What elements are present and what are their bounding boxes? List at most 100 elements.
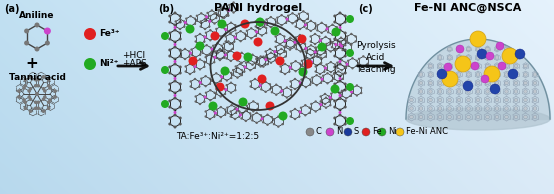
Circle shape [43, 95, 47, 99]
Circle shape [289, 66, 292, 69]
Circle shape [245, 57, 249, 60]
Circle shape [215, 12, 217, 14]
Circle shape [343, 66, 347, 68]
Circle shape [334, 31, 336, 35]
Circle shape [235, 37, 238, 40]
Circle shape [244, 37, 246, 40]
Circle shape [338, 94, 341, 97]
Circle shape [355, 35, 357, 38]
Circle shape [239, 63, 241, 65]
Circle shape [334, 117, 336, 120]
Circle shape [304, 114, 306, 116]
Circle shape [457, 81, 461, 85]
Circle shape [284, 50, 287, 53]
Circle shape [244, 32, 246, 35]
Circle shape [419, 90, 423, 93]
Circle shape [213, 22, 216, 25]
Circle shape [314, 52, 316, 54]
Circle shape [334, 48, 336, 51]
Circle shape [225, 79, 228, 82]
Circle shape [265, 23, 268, 26]
Circle shape [334, 15, 336, 17]
Circle shape [334, 82, 336, 86]
Circle shape [37, 100, 40, 104]
Circle shape [224, 108, 227, 111]
Circle shape [168, 55, 171, 57]
Circle shape [245, 59, 247, 61]
Circle shape [358, 63, 360, 65]
Circle shape [264, 58, 266, 60]
Circle shape [204, 18, 206, 20]
Circle shape [215, 28, 218, 30]
Circle shape [260, 117, 264, 120]
Circle shape [337, 80, 340, 83]
Circle shape [188, 50, 191, 53]
Circle shape [264, 81, 267, 83]
Circle shape [378, 128, 386, 136]
Circle shape [290, 85, 292, 88]
Circle shape [222, 72, 224, 74]
Circle shape [212, 45, 214, 47]
Text: (c): (c) [358, 4, 373, 14]
Circle shape [230, 104, 233, 106]
Circle shape [305, 57, 307, 60]
Circle shape [259, 18, 261, 20]
Circle shape [237, 76, 239, 79]
Circle shape [219, 75, 222, 77]
Circle shape [466, 47, 470, 51]
Circle shape [218, 14, 221, 17]
Circle shape [343, 31, 347, 35]
Circle shape [448, 90, 452, 93]
Circle shape [223, 43, 225, 45]
Circle shape [250, 27, 253, 29]
Circle shape [258, 74, 266, 83]
Circle shape [194, 46, 197, 48]
Circle shape [219, 106, 222, 108]
Circle shape [239, 98, 248, 107]
Circle shape [481, 75, 489, 83]
Circle shape [466, 115, 470, 119]
Circle shape [258, 58, 260, 60]
Text: C: C [316, 127, 322, 137]
Circle shape [173, 126, 177, 128]
Circle shape [309, 48, 311, 50]
Circle shape [341, 44, 343, 46]
Circle shape [29, 87, 32, 91]
Circle shape [356, 65, 358, 67]
Circle shape [476, 73, 480, 76]
Circle shape [168, 21, 171, 23]
Circle shape [53, 95, 57, 99]
Circle shape [320, 104, 323, 107]
Circle shape [270, 27, 280, 36]
Circle shape [262, 121, 264, 123]
Text: Ni²⁺: Ni²⁺ [99, 60, 119, 68]
Circle shape [237, 9, 239, 11]
Circle shape [438, 64, 442, 68]
Circle shape [315, 70, 317, 73]
Circle shape [260, 114, 262, 117]
Circle shape [199, 93, 201, 95]
Circle shape [186, 24, 194, 34]
Circle shape [229, 115, 232, 118]
Circle shape [289, 48, 291, 51]
Circle shape [335, 90, 337, 92]
Circle shape [204, 61, 207, 63]
Circle shape [343, 82, 347, 86]
Text: PANI hydrogel: PANI hydrogel [214, 3, 302, 13]
Circle shape [194, 66, 197, 68]
Circle shape [338, 96, 341, 100]
Circle shape [276, 22, 279, 24]
Text: Fe-NI ANC@NSCA: Fe-NI ANC@NSCA [414, 3, 522, 13]
Circle shape [173, 11, 177, 15]
Circle shape [209, 63, 211, 66]
Circle shape [264, 22, 267, 25]
Circle shape [235, 32, 238, 35]
Circle shape [280, 90, 283, 93]
Circle shape [214, 55, 217, 58]
Circle shape [338, 92, 341, 94]
Circle shape [341, 90, 343, 92]
Circle shape [173, 26, 177, 29]
Circle shape [351, 57, 353, 60]
Circle shape [223, 51, 225, 54]
Circle shape [279, 70, 282, 73]
